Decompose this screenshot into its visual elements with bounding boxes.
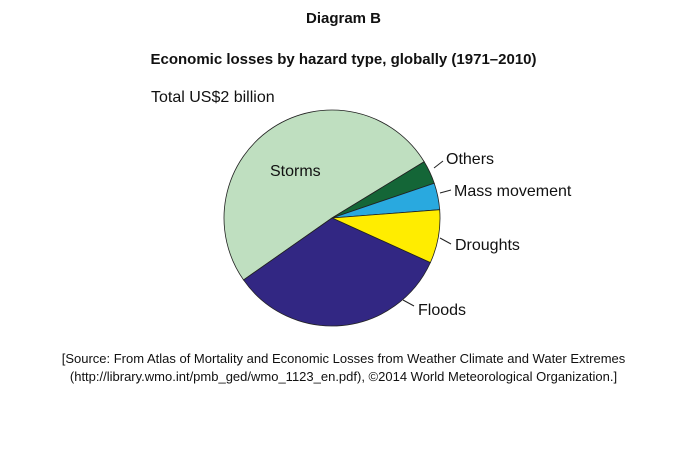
source-line-1: [Source: From Atlas of Mortality and Eco… bbox=[61, 351, 626, 366]
slice-label-droughts: Droughts bbox=[455, 237, 520, 254]
pie-slice-floods bbox=[242, 217, 431, 327]
slice-label-mass-movement: Mass movement bbox=[454, 183, 572, 200]
leader-line-floods bbox=[402, 299, 415, 307]
slice-label-others: Others bbox=[446, 151, 494, 168]
leader-line-droughts bbox=[439, 237, 452, 245]
slice-label-floods: Floods bbox=[418, 302, 466, 319]
figure-label: Diagram B bbox=[305, 10, 382, 27]
total-label: Total US$2 billion bbox=[151, 89, 275, 106]
pie-slice-storms bbox=[223, 109, 425, 281]
leader-line-mass-movement bbox=[439, 189, 452, 194]
slice-label-storms: Storms bbox=[270, 163, 321, 180]
leader-line-others bbox=[433, 160, 444, 169]
chart-title: Economic losses by hazard type, globally… bbox=[150, 51, 537, 68]
source-line-2: (http://library.wmo.int/pmb_ged/wmo_1123… bbox=[69, 369, 618, 384]
